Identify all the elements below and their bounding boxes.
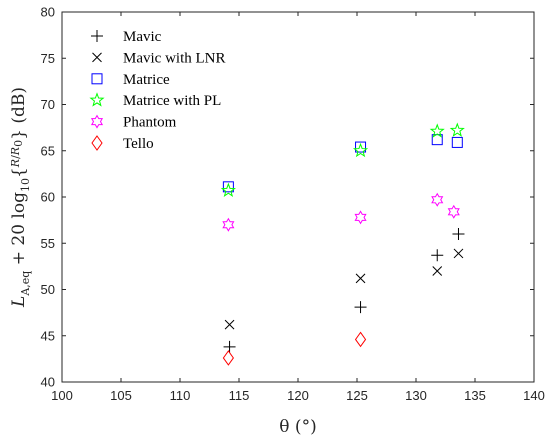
x-tick-label: 115 xyxy=(229,388,250,403)
matrice-point xyxy=(451,136,463,148)
y-tick-label: 70 xyxy=(41,97,55,112)
x-tick-label: 140 xyxy=(523,388,545,403)
y-tick-label: 80 xyxy=(41,5,55,20)
x-tick-label: 120 xyxy=(287,388,309,403)
x-tick-label: 135 xyxy=(464,388,486,403)
mavic-point xyxy=(431,249,444,262)
legend-label-mavic-with-lnr: Mavic with LNR xyxy=(123,50,226,66)
axis-ticks: 100 105 110 115 120 125 130 135 140 40 45 50 55 60 65 7… xyxy=(41,5,545,404)
mavic-point xyxy=(354,301,367,314)
x-tick-label: 105 xyxy=(110,388,132,403)
legend-marker-phantom xyxy=(90,114,104,129)
x-tick-label: 100 xyxy=(51,388,73,403)
matrice-point xyxy=(222,181,234,193)
mavic-point xyxy=(223,340,236,353)
phantom-point xyxy=(447,204,460,219)
data-marks xyxy=(220,122,465,366)
x-tick-label: 130 xyxy=(405,388,427,403)
svg-text:LA,eq + 20 log10{R/R0} (dB): LA,eq + 20 log10{R/R0} (dB) xyxy=(9,87,32,308)
matrice-with-pl-point xyxy=(449,122,465,137)
matrice-with-pl-point xyxy=(429,123,445,138)
matrice-with-pl-point xyxy=(220,182,236,197)
phantom-point xyxy=(222,217,235,232)
legend-marker-mavic-with-lnr xyxy=(92,52,102,63)
y-tick-label: 45 xyxy=(41,328,55,343)
legend-marker-matrice xyxy=(91,73,103,85)
legend-label-phantom: Phantom xyxy=(123,115,177,131)
mavic-with-lnr-point xyxy=(432,266,443,276)
legend-label-matrice: Matrice xyxy=(123,72,170,88)
legend-label-matrice-with-pl: Matrice with PL xyxy=(123,93,221,109)
legend-marker-matrice-with-pl xyxy=(89,92,105,107)
legend-marker-mavic xyxy=(91,30,103,42)
y-tick-label: 65 xyxy=(41,143,55,158)
matrice-point xyxy=(431,134,443,146)
legend: Mavic Mavic with LNR Matrice Matrice with P… xyxy=(89,29,226,152)
legend-label-mavic: Mavic xyxy=(123,29,162,45)
x-tick-label: 110 xyxy=(170,388,191,403)
matrice-point xyxy=(355,141,367,153)
phantom-point xyxy=(431,192,444,207)
legend-label-tello: Tello xyxy=(123,136,154,152)
matrice-with-pl-point xyxy=(352,142,369,158)
y-tick-label: 50 xyxy=(41,282,55,297)
y-axis-label: LA,eq + 20 log10{R/R0} (dB) xyxy=(9,87,32,308)
tello-point xyxy=(222,350,234,366)
phantom-point xyxy=(354,210,367,225)
tello-point xyxy=(354,331,367,348)
mavic-with-lnr-point xyxy=(355,273,366,284)
legend-marker-tello xyxy=(91,135,103,151)
y-tick-label: 55 xyxy=(41,236,55,251)
x-axis-label: θ (°) xyxy=(279,417,316,437)
plot-area xyxy=(61,11,535,383)
mavic-with-lnr-point xyxy=(453,248,464,259)
x-tick-label: 125 xyxy=(346,388,368,403)
mavic-point xyxy=(452,228,465,240)
mavic-with-lnr-point xyxy=(224,319,235,330)
y-tick-label: 60 xyxy=(41,190,55,205)
y-tick-label: 40 xyxy=(41,375,55,390)
y-tick-label: 75 xyxy=(41,51,55,66)
